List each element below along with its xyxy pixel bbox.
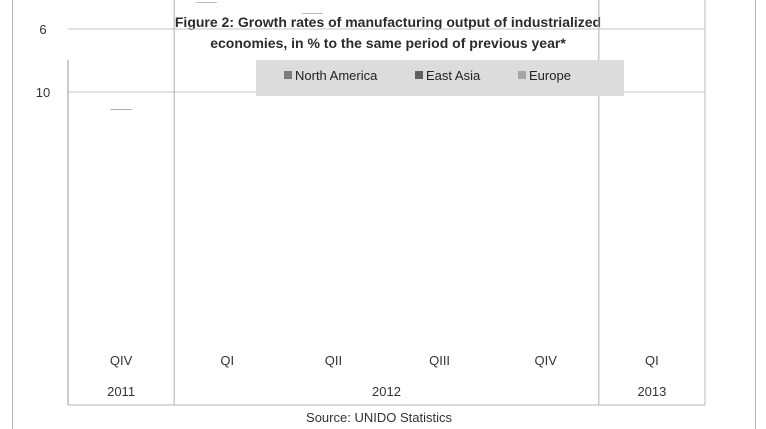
legend-swatch xyxy=(518,71,526,79)
x-year-label: 2012 xyxy=(372,384,401,399)
y-tick-label: 10 xyxy=(36,85,50,100)
source-note: Source: UNIDO Statistics xyxy=(306,410,452,425)
x-year-label: 2011 xyxy=(107,384,135,399)
x-category-label: QIV xyxy=(110,353,133,368)
x-category-label: QI xyxy=(220,353,234,368)
x-category-label: QIV xyxy=(535,353,558,368)
chart-title-line-2: economies, in % to the same period of pr… xyxy=(210,35,566,51)
bars xyxy=(110,2,323,110)
legend-label: North America xyxy=(295,68,378,83)
legend-box xyxy=(256,60,624,96)
legend: North America East Asia Europe xyxy=(256,60,624,96)
x-category-label: QI xyxy=(645,353,659,368)
legend-swatch xyxy=(284,71,292,79)
y-tick-label: 6 xyxy=(39,22,46,37)
chart-svg: Figure 2: Growth rates of manufacturing … xyxy=(36,0,706,425)
legend-swatch xyxy=(415,71,423,79)
bar xyxy=(301,13,323,14)
chart-title-line-1: Figure 2: Growth rates of manufacturing … xyxy=(175,14,601,30)
x-year-label: 2013 xyxy=(637,384,666,399)
x-category-label: QII xyxy=(325,353,342,368)
chart-frame: Figure 2: Growth rates of manufacturing … xyxy=(12,0,756,429)
x-category-label: QIII xyxy=(429,353,450,368)
legend-label: East Asia xyxy=(426,68,481,83)
legend-label: Europe xyxy=(529,68,571,83)
bar xyxy=(110,109,132,110)
bar xyxy=(195,2,217,3)
